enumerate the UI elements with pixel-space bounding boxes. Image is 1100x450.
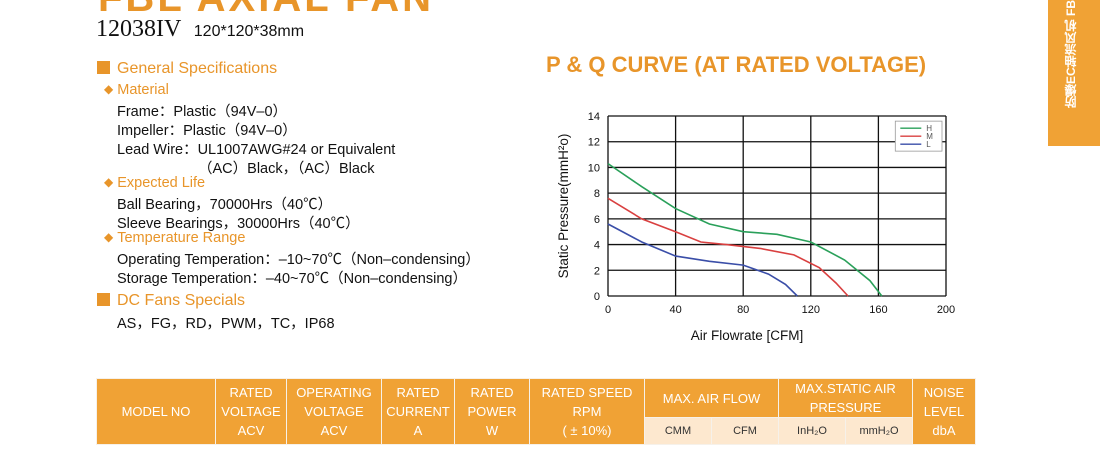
- model-size: 120*120*38mm: [193, 23, 305, 40]
- legend-label: L: [926, 140, 931, 149]
- spec-table: MODEL NO RATED VOLTAGE ACV OPERATING VOL…: [96, 378, 976, 445]
- series-line-l: [607, 223, 798, 297]
- y-tick-label: 2: [594, 265, 600, 277]
- y-tick-label: 0: [594, 291, 600, 303]
- square-bullet-icon: [97, 293, 110, 306]
- spec-line: Lead Wire：UL1007AWG#24 or Equivalent: [117, 142, 396, 158]
- general-spec-heading: General Specifications: [97, 60, 277, 78]
- spec-line: Operating Temperation：–10~70℃（Non–conden…: [117, 252, 480, 268]
- y-tick-label: 14: [588, 111, 600, 123]
- spec-line: Ball Bearing，70000Hrs（40℃）: [117, 197, 333, 213]
- spec-line: AS，FG，RD，PWM，TC，IP68: [117, 316, 335, 332]
- legend-label: H: [926, 124, 932, 133]
- x-axis-label: Air Flowrate [CFM]: [691, 328, 804, 343]
- y-tick-label: 8: [594, 188, 600, 200]
- spec-line: Storage Temperation：–40~70℃（Non–condensi…: [117, 271, 467, 287]
- x-tick-label: 40: [669, 304, 681, 316]
- spec-line: Impeller：Plastic（94V–0）: [117, 123, 297, 139]
- side-tab: 防爆EC轴流风机 FB: [1048, 0, 1100, 146]
- table-header-noise-level: NOISE LEVEL dbA: [912, 378, 976, 445]
- table-header-operating-voltage: OPERATING VOLTAGE ACV: [286, 378, 382, 445]
- table-subheader-mmh2o: mmH₂O: [845, 417, 913, 445]
- spec-line: Frame：Plastic（94V–0）: [117, 104, 288, 120]
- legend-label: M: [926, 132, 933, 141]
- y-tick-label: 4: [594, 240, 600, 252]
- life-heading: ◆ Expected Life: [104, 175, 206, 191]
- table-header-rated-voltage: RATED VOLTAGE ACV: [215, 378, 287, 445]
- x-tick-label: 160: [869, 304, 887, 316]
- diamond-bullet-icon: ◆: [104, 82, 114, 96]
- table-header-max-static-pressure: MAX.STATIC AIR PRESSURE: [778, 378, 913, 418]
- table-header-rated-speed: RATED SPEED RPM ( ± 10%): [529, 378, 645, 445]
- dc-fans-heading: DC Fans Specials: [97, 292, 245, 310]
- table-header-rated-current: RATED CURRENT A: [381, 378, 455, 445]
- y-tick-label: 6: [594, 214, 600, 226]
- square-bullet-icon: [97, 61, 110, 74]
- y-tick-label: 10: [588, 162, 600, 174]
- y-axis-label: Static Pressure(mmH²o): [556, 134, 571, 279]
- series-line-m: [607, 197, 849, 297]
- material-heading: ◆ Material: [104, 82, 169, 98]
- spec-line: Sleeve Bearings，30000Hrs（40℃）: [117, 216, 360, 232]
- series-title: FBL AXIAL FAN: [98, 0, 434, 21]
- pq-curve-chart: 0 40 80 120 160 200 0 2 4 6 8 10 12 14 Air Flowrate [C…: [556, 111, 955, 343]
- table-header-max-air-flow: MAX. AIR FLOW: [644, 378, 779, 418]
- x-tick-label: 80: [737, 304, 749, 316]
- y-tick-label: 12: [588, 137, 600, 149]
- x-tick-label: 120: [802, 304, 820, 316]
- chart-title: P & Q CURVE (AT RATED VOLTAGE): [546, 52, 927, 77]
- x-tick-label: 200: [937, 304, 955, 316]
- x-tick-label: 0: [605, 304, 611, 316]
- side-tab-label: 防爆EC轴流风机 FB: [1064, 0, 1078, 108]
- table-header-rated-power: RATED POWER W: [454, 378, 530, 445]
- table-subheader-cmm: CMM: [644, 417, 712, 445]
- model-line: 12038IV 120*120*38mm: [96, 16, 304, 43]
- temperature-heading: ◆ Temperature Range: [104, 230, 246, 246]
- spec-line: （AC）Black，（AC）Black: [198, 161, 375, 177]
- series-line-h: [607, 162, 883, 297]
- diamond-bullet-icon: ◆: [104, 230, 114, 244]
- table-subheader-cfm: CFM: [711, 417, 779, 445]
- diamond-bullet-icon: ◆: [104, 175, 114, 189]
- table-subheader-inh2o: InH₂O: [778, 417, 846, 445]
- model-number: 12038IV: [96, 16, 182, 42]
- table-header-model: MODEL NO: [96, 378, 216, 445]
